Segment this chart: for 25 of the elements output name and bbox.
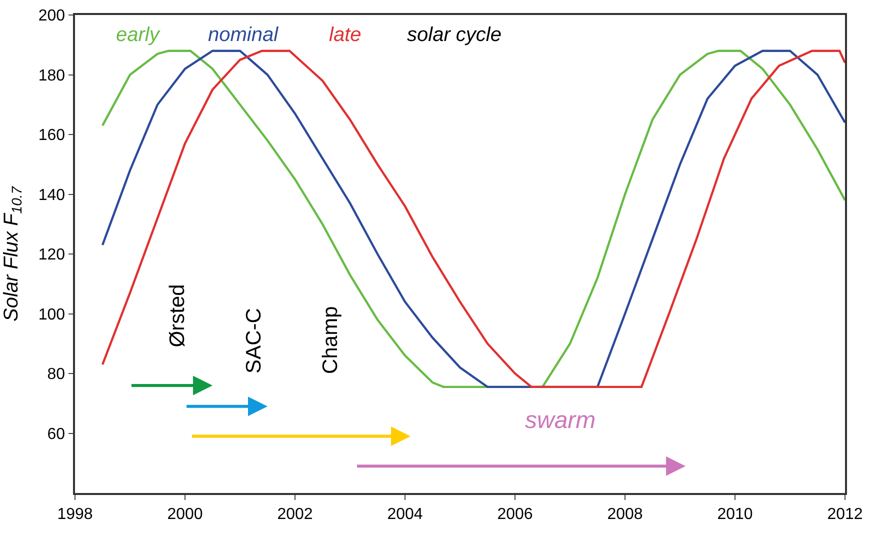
y-tick-label: 140: [38, 186, 66, 204]
x-tick-label: 1998: [57, 506, 93, 523]
series-label: nominal: [208, 24, 279, 46]
y-tick-label: 60: [47, 426, 66, 443]
annotation: Ørsted: [166, 284, 189, 348]
x-tick-label: 2000: [167, 506, 203, 523]
x-tick-label: 2002: [277, 506, 313, 523]
x-tick-label: 2012: [827, 506, 863, 523]
y-tick-label: 180: [38, 67, 66, 84]
x-tick-label: 2004: [387, 506, 423, 523]
x-tick-label: 2010: [717, 506, 753, 523]
y-tick-label: 160: [38, 127, 66, 144]
annotation: SAC-C: [242, 308, 266, 374]
series-label: late: [329, 24, 362, 46]
y-tick-label: 120: [38, 246, 66, 264]
annotation: swarm: [525, 407, 596, 434]
y-tick-label: 80: [47, 366, 66, 384]
y-tick-label: 200: [38, 8, 66, 25]
series-label: early: [116, 24, 160, 46]
x-tick-label: 2008: [607, 506, 643, 523]
annotation: solar cycle: [407, 24, 502, 46]
y-tick-label: 100: [38, 306, 66, 324]
x-tick-label: 2006: [497, 506, 533, 523]
line-series: [101, 50, 845, 388]
annotation: Champ: [319, 306, 342, 374]
